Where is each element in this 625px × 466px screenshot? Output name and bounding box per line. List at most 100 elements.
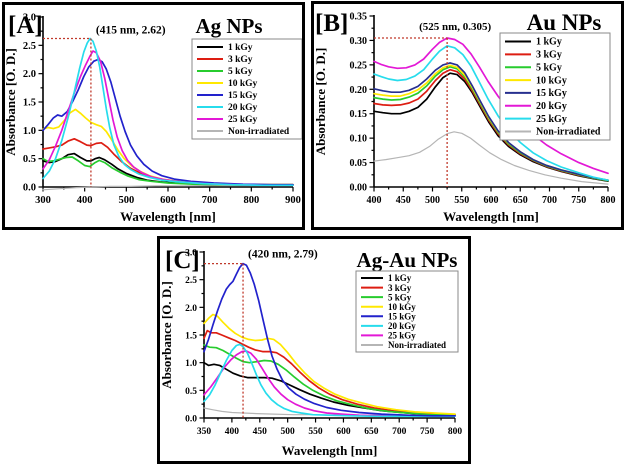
panel-tag: [C] (165, 247, 200, 274)
legend-label-15-kgy: 15 kGy (536, 88, 567, 99)
peak-annotation-label: (420 nm, 2.79) (248, 249, 318, 261)
svg-text:800: 800 (601, 195, 616, 206)
chart-B: 400 450 500 550 600 650 700 750 800 0.00 0.05 0.10 0… (314, 10, 616, 224)
panel-c: 350 400 450 500 550 600 650 700 750 800 0.0 0.5 1.0 1… (157, 236, 471, 464)
svg-text:400: 400 (367, 195, 382, 206)
svg-text:0.20: 0.20 (350, 85, 368, 96)
series-group (373, 37, 609, 185)
panel-b: 400 450 500 550 600 650 700 750 800 0.00 0.05 0.10 0… (311, 1, 624, 230)
x-axis-title: Wavelength [nm] (443, 209, 539, 224)
tick-labels: 400 450 500 550 600 650 700 750 800 0.00 0.05 0.10 0… (350, 12, 616, 207)
legend-label-1-kgy: 1 kGy (536, 37, 562, 48)
series-line-20-kgy (42, 37, 294, 187)
tick-labels: 300 400 500 600 700 800 900 0.0 0.5 1.0 1.5 2.0 2.5 3… (23, 13, 301, 207)
legend-label-5-kgy: 5 kGy (228, 67, 253, 77)
svg-text:650: 650 (513, 195, 528, 206)
series-line-20-kgy (373, 37, 609, 175)
panel-tag: [A] (8, 12, 43, 39)
legend-label-3-kgy: 3 kGy (228, 55, 253, 65)
svg-text:450: 450 (253, 427, 268, 437)
legend-label-10-kgy: 10 kGy (536, 75, 567, 86)
chart-A: 300 400 500 600 700 800 900 0.0 0.5 1.0 1.5 2.0 2.5 3… (5, 12, 302, 224)
y-axis-title: Absorbance [O. D.] (5, 48, 18, 156)
series-line-5-kgy (42, 156, 294, 187)
x-axis-title: Wavelength [nm] (120, 209, 216, 224)
peak-annotation-label: (525 nm, 0.305) (419, 21, 491, 33)
legend-box (499, 32, 611, 141)
y-axis-title: Absorbance [O. D.] (314, 48, 328, 156)
legend-label-25-kgy: 25 kGy (536, 114, 567, 125)
legend-label-1-kgy: 1 kGy (388, 273, 412, 283)
series-line-3-kgy (203, 329, 456, 416)
svg-text:3.0: 3.0 (23, 13, 36, 24)
series-line-15-kgy (42, 58, 294, 186)
panel-title: Au NPs (527, 10, 602, 35)
svg-text:1.0: 1.0 (23, 126, 36, 137)
tick-marks (199, 251, 456, 423)
svg-text:1.5: 1.5 (23, 98, 36, 109)
svg-text:350: 350 (197, 427, 212, 437)
panel-tag: [B] (315, 10, 348, 37)
panel-title: Ag-Au NPs (357, 248, 458, 272)
legend-label-non-irradiated: Non-irradiated (536, 127, 601, 138)
legend-label-20-kgy: 20 kGy (228, 103, 258, 113)
series-line-15-kgy (373, 62, 609, 182)
series-line-non-irradiated (373, 131, 609, 185)
svg-text:550: 550 (308, 427, 323, 437)
legend-label-20-kgy: 20 kGy (536, 101, 567, 112)
peak-annotation-label: (415 nm, 2.62) (96, 25, 166, 37)
series-line-15-kgy (203, 262, 456, 417)
series-group (42, 37, 294, 191)
svg-text:2.5: 2.5 (185, 276, 197, 286)
svg-text:0.15: 0.15 (350, 109, 368, 120)
y-axis-title: Absorbance [O. D.] (160, 281, 174, 389)
svg-text:800: 800 (448, 427, 463, 437)
svg-text:3.0: 3.0 (185, 249, 197, 259)
svg-text:800: 800 (243, 195, 259, 206)
tick-marks (369, 15, 609, 192)
svg-text:650: 650 (364, 427, 379, 437)
svg-text:0.5: 0.5 (185, 387, 197, 397)
legend-label-3-kgy: 3 kGy (388, 283, 412, 293)
legend-label-5-kgy: 5 kGy (536, 62, 562, 73)
svg-text:2.5: 2.5 (23, 41, 36, 52)
svg-text:0.00: 0.00 (350, 183, 368, 194)
legend-box (191, 38, 302, 140)
svg-text:500: 500 (281, 427, 296, 437)
legend-label-25-kgy: 25 kGy (388, 331, 416, 341)
panel-title: Ag NPs (195, 14, 262, 38)
svg-text:0.25: 0.25 (350, 60, 368, 71)
legend-label-1-kgy: 1 kGy (228, 43, 253, 53)
svg-text:0.0: 0.0 (185, 415, 197, 425)
peak-annotation: (420 nm, 2.79) (204, 249, 318, 418)
legend-label-5-kgy: 5 kGy (388, 292, 412, 302)
svg-text:500: 500 (425, 195, 440, 206)
svg-text:750: 750 (420, 427, 435, 437)
svg-text:550: 550 (454, 195, 469, 206)
svg-text:600: 600 (336, 427, 351, 437)
svg-text:700: 700 (202, 195, 218, 206)
svg-text:400: 400 (225, 427, 240, 437)
svg-text:700: 700 (392, 427, 407, 437)
svg-text:0.0: 0.0 (23, 183, 36, 194)
svg-text:0.10: 0.10 (350, 134, 368, 145)
svg-text:1.5: 1.5 (185, 332, 197, 342)
legend-label-non-irradiated: Non-irradiated (388, 340, 446, 350)
svg-text:2.0: 2.0 (23, 69, 36, 80)
svg-text:600: 600 (160, 195, 176, 206)
legend-box (355, 270, 459, 353)
svg-text:700: 700 (542, 195, 557, 206)
legend-label-10-kgy: 10 kGy (228, 79, 258, 89)
legend-label-25-kgy: 25 kGy (228, 115, 258, 125)
svg-text:500: 500 (118, 195, 134, 206)
svg-text:2.0: 2.0 (185, 304, 197, 314)
svg-text:0.5: 0.5 (23, 154, 36, 165)
svg-text:0.30: 0.30 (350, 36, 368, 47)
svg-text:450: 450 (396, 195, 411, 206)
legend-label-15-kgy: 15 kGy (388, 311, 416, 321)
svg-text:900: 900 (285, 195, 301, 206)
series-line-5-kgy (203, 344, 456, 417)
